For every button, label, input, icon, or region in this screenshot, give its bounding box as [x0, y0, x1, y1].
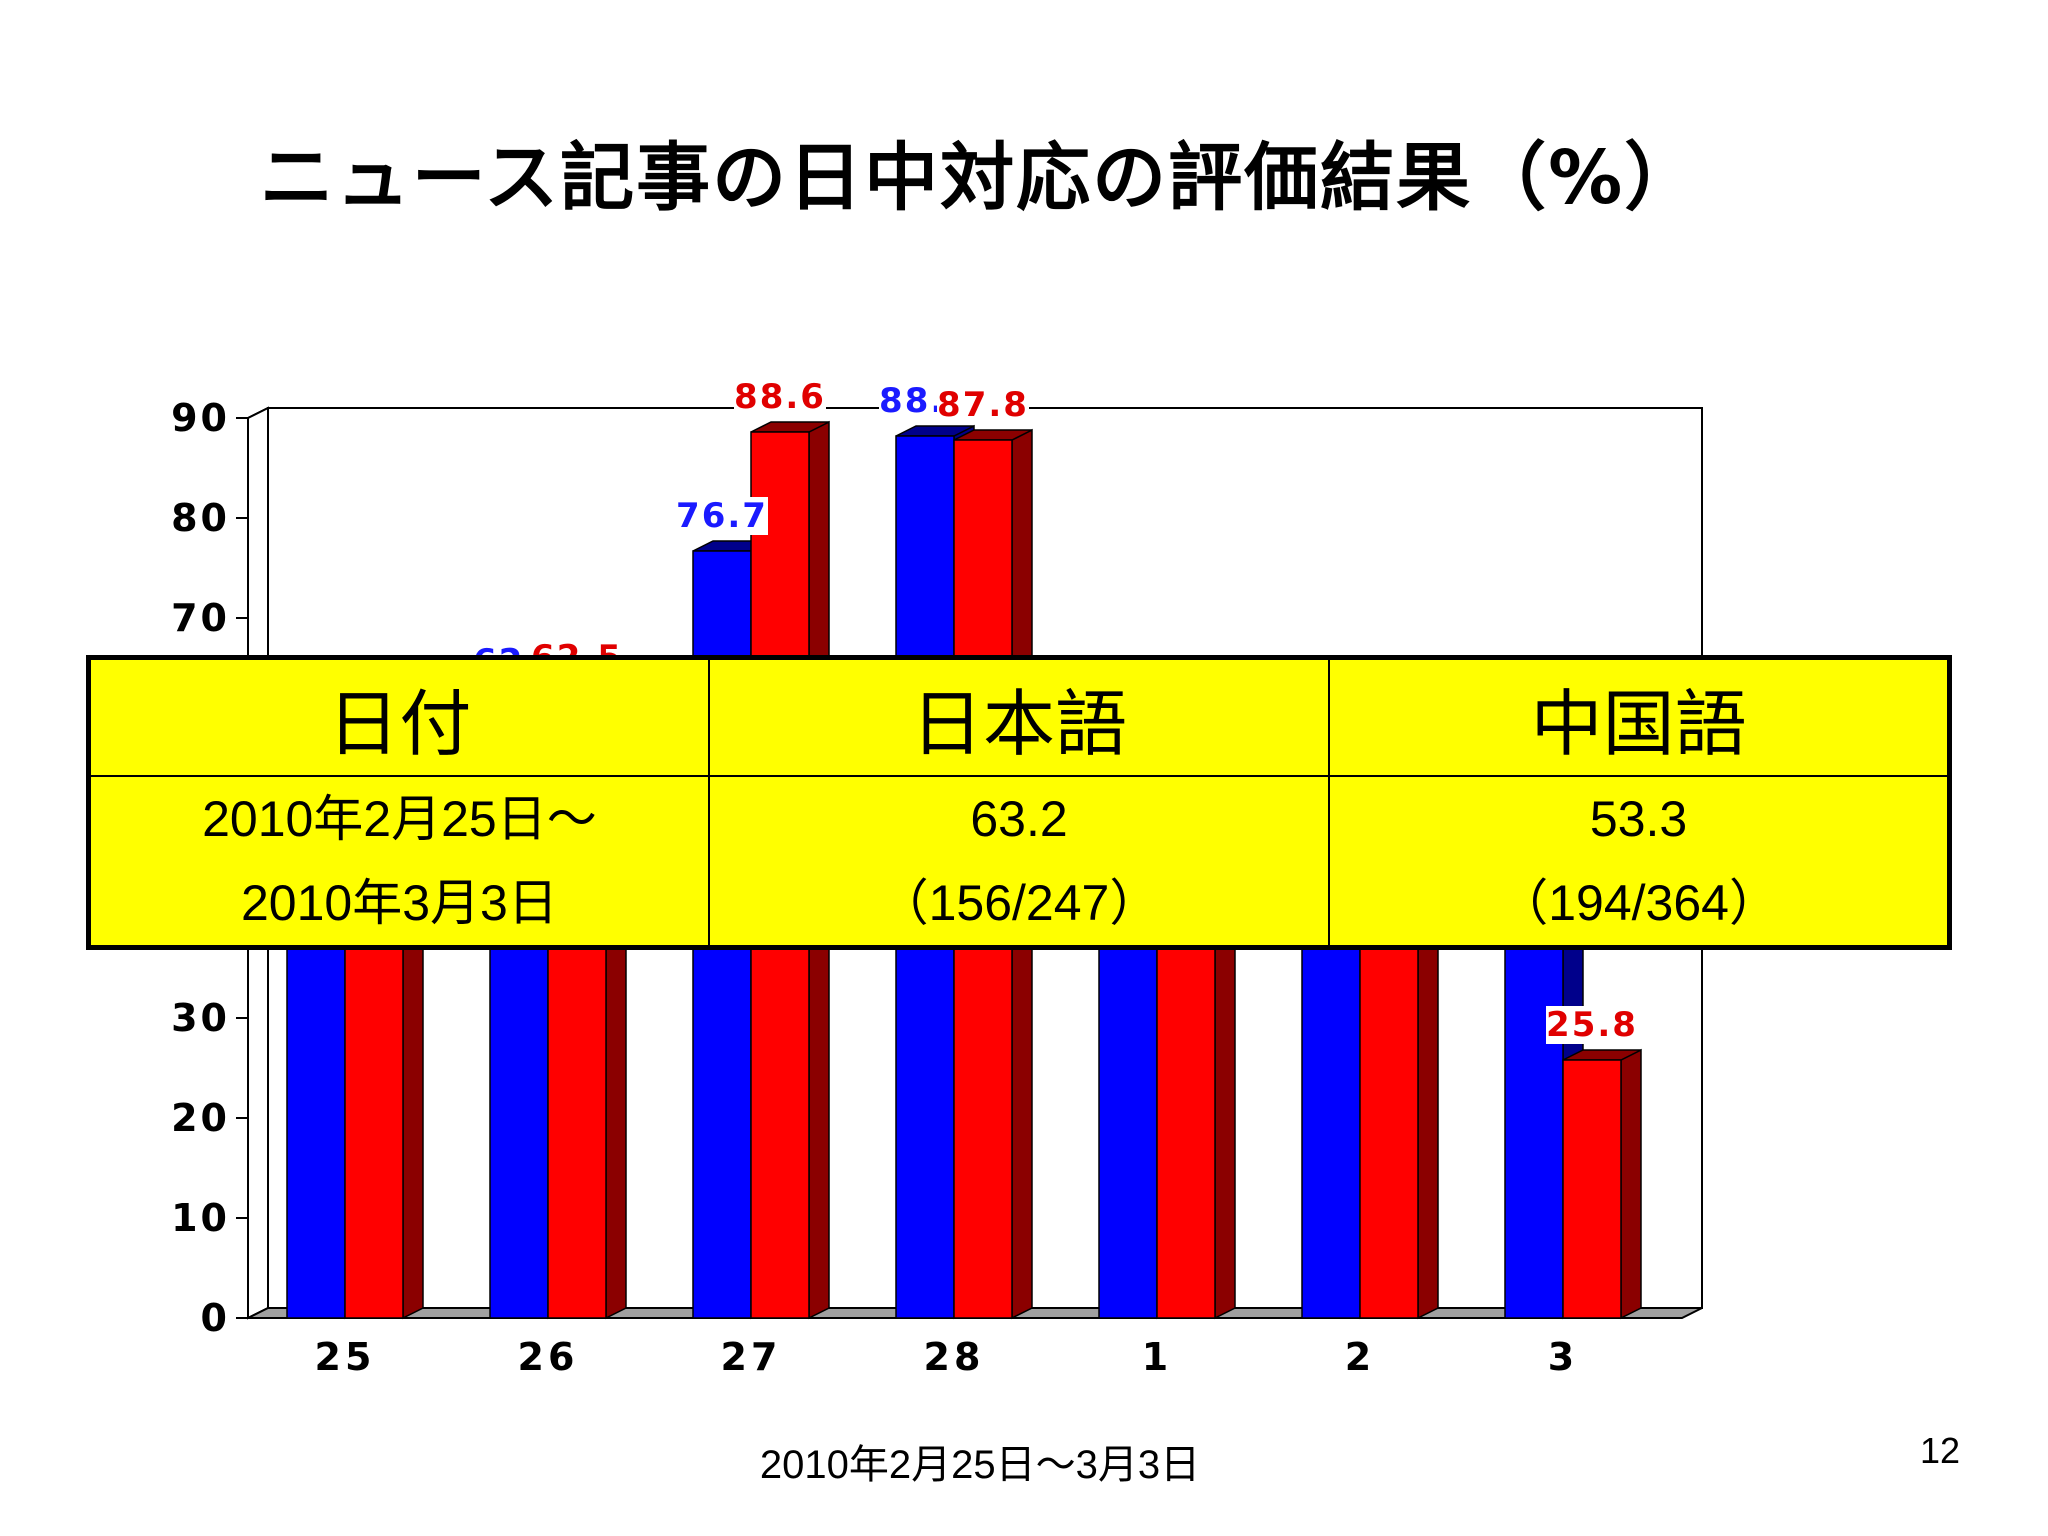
x-category-label: 25 — [315, 1335, 376, 1379]
data-label-bg — [734, 378, 826, 416]
bar-side — [1620, 1048, 1642, 1320]
data-label-bg — [1546, 1006, 1638, 1044]
x-category-label: 27 — [721, 1335, 782, 1379]
header-japanese: 日本語 — [707, 656, 1331, 777]
x-category-label: 2 — [1345, 1335, 1375, 1379]
slide-title: ニュース記事の日中対応の評価結果（%） — [259, 135, 1701, 221]
data-label: 76.7 — [676, 496, 768, 536]
bar-3-s1 — [1562, 1059, 1622, 1319]
x-category-label: 1 — [1142, 1335, 1172, 1379]
data-label: 25.8 — [1546, 1005, 1638, 1045]
header-chinese: 中国語 — [1328, 656, 1951, 777]
x-category-label: 26 — [518, 1335, 579, 1379]
chart-axis-labels: 0 10 20 30 70 80 90 25 26 27 28 1 2 3 — [171, 396, 1578, 1379]
y-tick-label: 0 — [201, 1296, 230, 1340]
cell-japanese: 63.2 （156/247） — [707, 775, 1331, 949]
data-label: 87.8 — [937, 385, 1029, 425]
y-tick-label: 80 — [171, 496, 230, 540]
japanese-score: 63.2 — [970, 791, 1068, 847]
x-category-label: 3 — [1548, 1335, 1578, 1379]
data-label: 88.6 — [734, 377, 826, 417]
x-category-label: 28 — [924, 1335, 985, 1379]
date-range-start: 2010年2月25日～ — [202, 791, 597, 847]
chinese-score: 53.3 — [1589, 791, 1688, 847]
y-tick-label: 20 — [171, 1096, 230, 1140]
header-date: 日付 — [87, 656, 710, 777]
cell-chinese: 53.3 （194/364） — [1328, 775, 1951, 949]
footer-date: 2010年2月25日～3月3日 — [759, 1443, 1201, 1487]
summary-table: 日付 日本語 中国語 2010年2月25日～ 2010年3月3日 63.2 （1… — [86, 655, 1952, 950]
y-tick-label: 30 — [171, 996, 230, 1040]
summary-table-body-row: 2010年2月25日～ 2010年3月3日 63.2 （156/247） 53.… — [87, 775, 1951, 949]
page-number: 12 — [1919, 1430, 1960, 1471]
data-label-bg — [937, 386, 1029, 424]
japanese-ratio: （156/247） — [878, 875, 1160, 931]
y-tick-label: 10 — [171, 1196, 230, 1240]
date-range-end: 2010年3月3日 — [240, 875, 558, 931]
data-label-bg — [676, 497, 768, 535]
y-tick-label: 90 — [171, 396, 230, 440]
y-tick-label: 70 — [171, 596, 230, 640]
summary-table-header-row: 日付 日本語 中国語 — [87, 656, 1951, 777]
chinese-ratio: （194/364） — [1498, 875, 1779, 931]
cell-date-range: 2010年2月25日～ 2010年3月3日 — [87, 775, 710, 949]
